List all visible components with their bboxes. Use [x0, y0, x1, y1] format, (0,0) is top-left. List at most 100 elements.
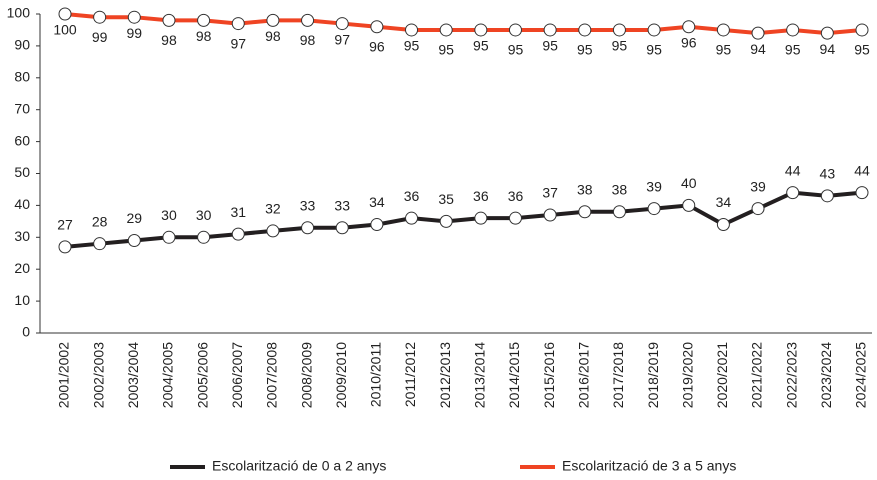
x-tick-label: 2016/2017 [575, 342, 591, 408]
marker [682, 20, 696, 34]
data-label: 36 [508, 188, 524, 204]
x-tick-label: 2017/2018 [610, 342, 626, 408]
data-label: 35 [438, 191, 454, 207]
marker [786, 186, 800, 200]
data-label: 96 [681, 34, 697, 50]
data-label: 27 [57, 217, 73, 233]
marker [93, 10, 107, 24]
data-label: 33 [334, 197, 350, 213]
marker [231, 227, 245, 241]
marker [162, 13, 176, 27]
data-label: 99 [92, 29, 108, 45]
data-label: 32 [265, 201, 281, 217]
data-label: 95 [508, 42, 524, 58]
data-label: 33 [300, 197, 316, 213]
x-tick-label: 2014/2015 [506, 342, 522, 408]
data-label: 95 [404, 38, 420, 54]
marker [93, 237, 107, 251]
x-tick-label: 2018/2019 [645, 342, 661, 408]
data-label: 29 [127, 210, 143, 226]
marker [716, 218, 730, 232]
data-label: 44 [785, 162, 801, 178]
data-label: 95 [854, 42, 870, 58]
data-label: 97 [334, 31, 350, 47]
data-label: 98 [196, 28, 212, 44]
data-label: 30 [196, 207, 212, 223]
data-label: 98 [161, 32, 177, 48]
x-tick-label: 2020/2021 [714, 342, 730, 408]
marker [231, 17, 245, 31]
x-tick-label: 2011/2012 [402, 342, 418, 407]
legend-label: Escolarització de 0 a 2 anys [212, 458, 386, 474]
marker [197, 13, 211, 27]
data-label: 94 [750, 41, 766, 57]
marker [820, 189, 834, 203]
data-label: 95 [785, 42, 801, 58]
data-label: 43 [820, 166, 836, 182]
marker [58, 7, 72, 21]
marker [127, 233, 141, 247]
marker [439, 23, 453, 37]
data-label: 95 [473, 38, 489, 54]
x-tick-label: 2002/2003 [90, 342, 106, 408]
y-tick-label: 80 [14, 69, 30, 85]
marker [266, 13, 280, 27]
data-label: 95 [542, 38, 558, 54]
marker [612, 205, 626, 219]
x-tick-label: 2009/2010 [333, 342, 349, 408]
y-tick-label: 100 [7, 5, 31, 21]
series-line [64, 12, 863, 36]
data-label: 98 [265, 28, 281, 44]
marker [405, 211, 419, 225]
x-tick-label: 2006/2007 [229, 342, 245, 408]
data-label: 97 [230, 35, 246, 51]
marker [58, 240, 72, 254]
data-label: 44 [854, 162, 870, 178]
marker [197, 230, 211, 244]
x-tick-label: 2004/2005 [160, 342, 176, 408]
x-tick-label: 2013/2014 [472, 342, 488, 408]
marker [647, 202, 661, 216]
marker [682, 198, 696, 212]
marker [820, 26, 834, 40]
data-label: 96 [369, 38, 385, 54]
marker [474, 211, 488, 225]
data-label: 95 [438, 42, 454, 58]
marker [335, 17, 349, 31]
data-label: 98 [300, 32, 316, 48]
marker [405, 23, 419, 37]
data-label: 38 [612, 181, 628, 197]
series-line [64, 190, 863, 249]
marker [543, 208, 557, 222]
marker [612, 23, 626, 37]
marker [751, 202, 765, 216]
marker [370, 218, 384, 232]
data-label: 36 [404, 188, 420, 204]
y-tick-label: 50 [14, 164, 30, 180]
data-label: 31 [230, 204, 246, 220]
x-tick-label: 2024/2025 [853, 342, 869, 408]
data-label: 34 [369, 194, 385, 210]
marker [127, 10, 141, 24]
y-tick-label: 30 [14, 228, 30, 244]
x-tick-label: 2019/2020 [679, 342, 695, 408]
marker [578, 23, 592, 37]
y-tick-label: 10 [14, 292, 30, 308]
marker [751, 26, 765, 40]
data-label: 39 [646, 178, 662, 194]
data-label: 95 [612, 38, 628, 54]
marker [647, 23, 661, 37]
data-label: 34 [716, 194, 732, 210]
data-label: 95 [716, 42, 732, 58]
x-tick-label: 2023/2024 [818, 342, 834, 408]
data-label: 30 [161, 207, 177, 223]
legend-label: Escolarització de 3 a 5 anys [562, 458, 736, 474]
x-tick-label: 2010/2011 [368, 342, 384, 407]
data-label: 95 [577, 42, 593, 58]
marker [508, 23, 522, 37]
y-tick-label: 60 [14, 132, 30, 148]
data-label: 100 [53, 22, 77, 38]
x-tick-label: 2007/2008 [264, 342, 280, 408]
x-tick-label: 2021/2022 [749, 342, 765, 408]
data-label: 94 [820, 41, 836, 57]
